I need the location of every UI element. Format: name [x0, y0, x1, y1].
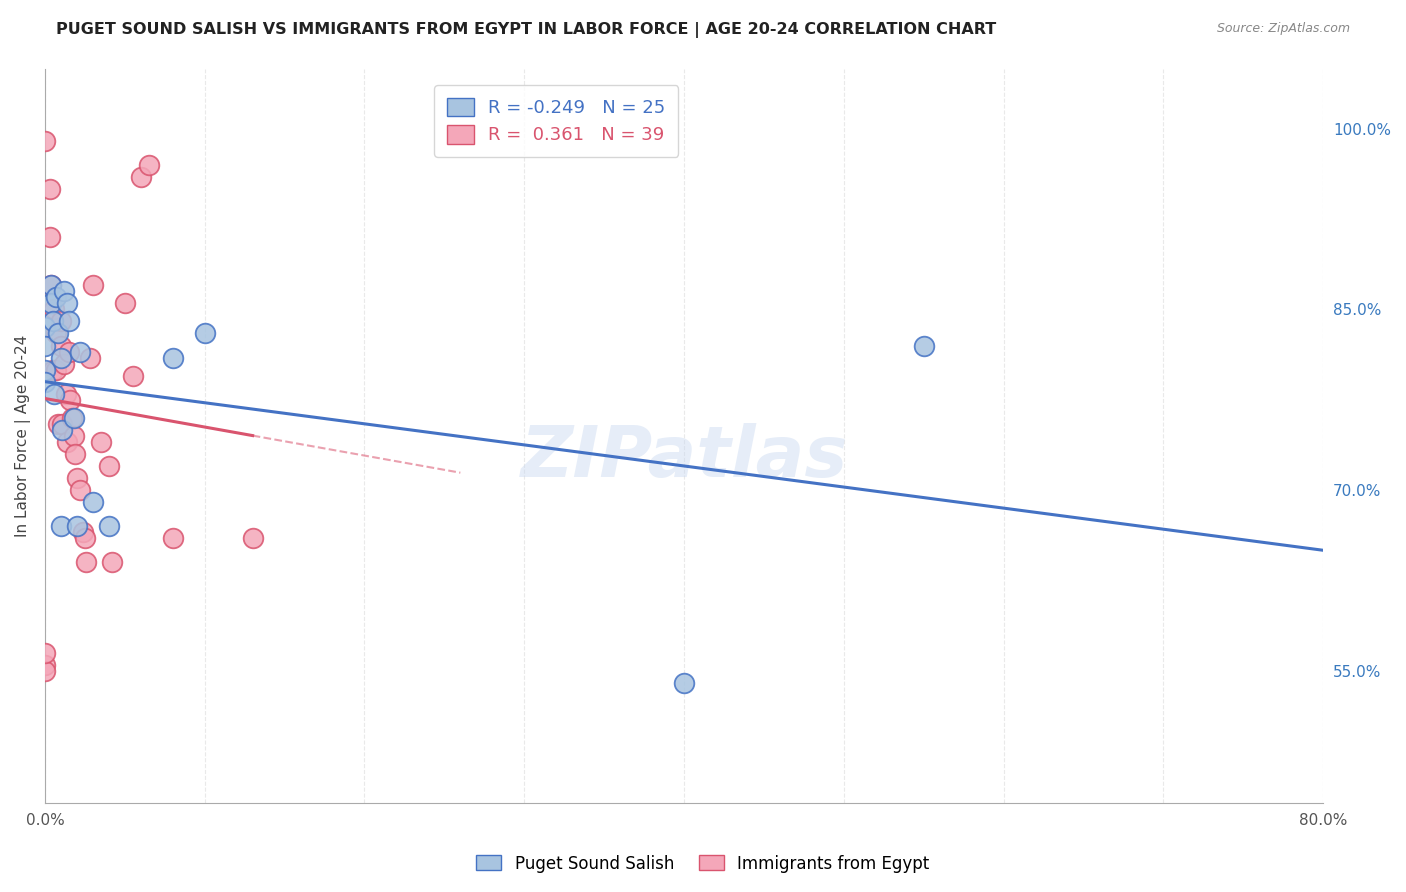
Point [66, 471, 89, 485]
Point [65, 447, 87, 461]
Point [46, 417, 69, 431]
Point [101, 555, 124, 569]
Point [42, 314, 65, 328]
Point [97, 458, 120, 473]
Point [55, 386, 77, 401]
Point [42, 362, 65, 376]
Legend: R = -0.249   N = 25, R =  0.361   N = 39: R = -0.249 N = 25, R = 0.361 N = 39 [434, 85, 678, 157]
Point [129, 169, 152, 184]
Point [44, 386, 66, 401]
Point [56, 296, 79, 310]
Point [62, 429, 84, 443]
Point [194, 326, 217, 341]
Point [912, 338, 935, 352]
Point [53, 357, 76, 371]
Point [44, 302, 66, 317]
Point [73, 531, 96, 545]
Point [49, 351, 72, 365]
Point [82, 278, 104, 293]
Point [34, 375, 56, 389]
Point [34, 664, 56, 678]
Point [58, 314, 80, 328]
Point [56, 434, 79, 449]
Point [45, 362, 67, 376]
Point [53, 285, 76, 299]
Point [66, 519, 89, 533]
Point [62, 410, 84, 425]
Point [39, 278, 62, 293]
Point [242, 531, 264, 545]
Point [39, 278, 62, 293]
Point [90, 434, 112, 449]
Point [49, 314, 72, 328]
Point [38, 230, 60, 244]
Point [45, 290, 67, 304]
Point [38, 182, 60, 196]
Point [69, 344, 91, 359]
Point [69, 483, 91, 497]
Text: Source: ZipAtlas.com: Source: ZipAtlas.com [1216, 22, 1350, 36]
Point [162, 531, 184, 545]
Point [34, 646, 56, 660]
Text: ZIPatlas: ZIPatlas [520, 424, 848, 492]
Point [79, 351, 101, 365]
Point [58, 344, 80, 359]
Point [51, 417, 73, 431]
Point [673, 675, 696, 690]
Legend: Puget Sound Salish, Immigrants from Egypt: Puget Sound Salish, Immigrants from Egyp… [470, 848, 936, 880]
Point [121, 368, 143, 383]
Point [46, 326, 69, 341]
Point [34, 320, 56, 334]
Point [45, 326, 67, 341]
Point [138, 158, 160, 172]
Point [34, 657, 56, 672]
Point [72, 525, 94, 540]
Point [114, 296, 136, 310]
Point [49, 338, 72, 352]
Point [59, 392, 82, 407]
Point [75, 555, 97, 569]
Point [51, 423, 73, 437]
Point [162, 351, 184, 365]
Point [39, 296, 62, 310]
Point [49, 519, 72, 533]
Y-axis label: In Labor Force | Age 20-24: In Labor Force | Age 20-24 [15, 334, 31, 537]
Point [34, 338, 56, 352]
Text: PUGET SOUND SALISH VS IMMIGRANTS FROM EGYPT IN LABOR FORCE | AGE 20-24 CORRELATI: PUGET SOUND SALISH VS IMMIGRANTS FROM EG… [56, 22, 997, 38]
Point [82, 495, 104, 509]
Point [60, 410, 83, 425]
Point [97, 519, 120, 533]
Point [34, 134, 56, 148]
Point [34, 362, 56, 376]
